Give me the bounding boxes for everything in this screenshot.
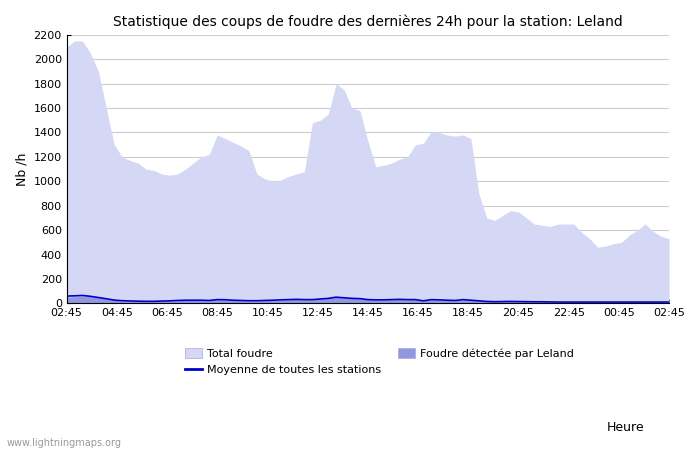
Text: Heure: Heure xyxy=(606,421,644,434)
Title: Statistique des coups de foudre des dernières 24h pour la station: Leland: Statistique des coups de foudre des dern… xyxy=(113,15,623,30)
Text: www.lightningmaps.org: www.lightningmaps.org xyxy=(7,438,122,448)
Legend: Total foudre, Moyenne de toutes les stations, Foudre détectée par Leland: Total foudre, Moyenne de toutes les stat… xyxy=(181,344,579,380)
Y-axis label: Nb /h: Nb /h xyxy=(15,153,28,186)
